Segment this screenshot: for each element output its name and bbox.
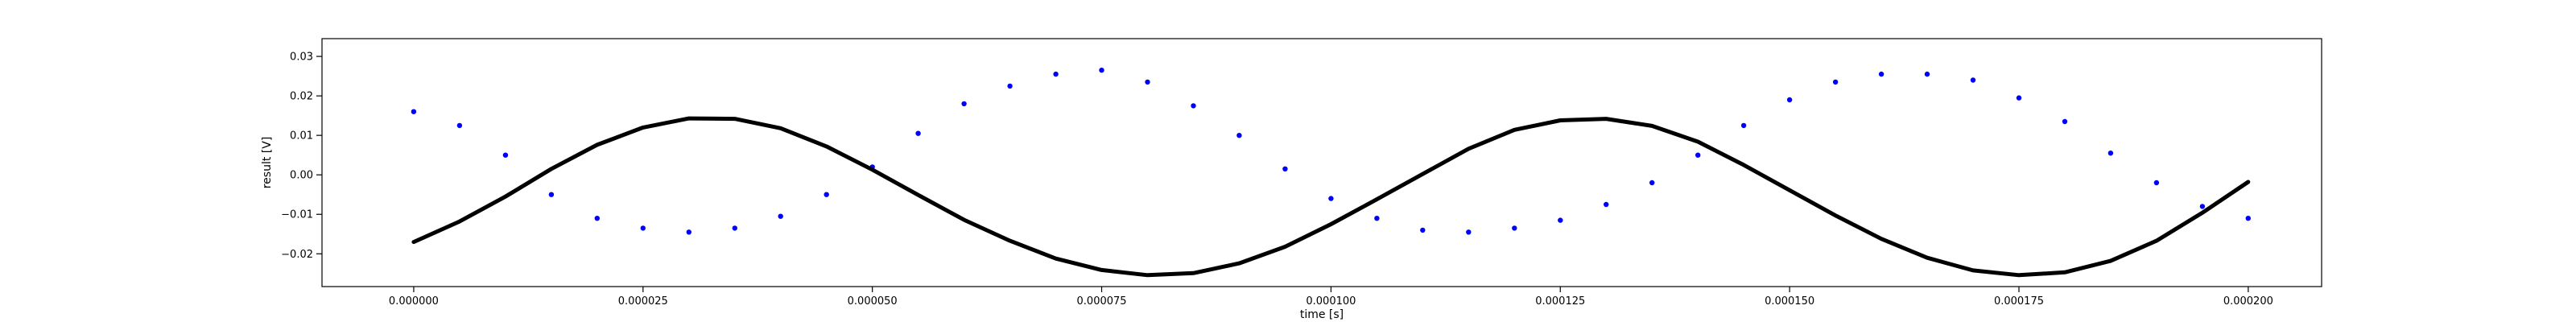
series-0-point [2062, 118, 2068, 125]
plot-background [322, 39, 2322, 287]
x-tick-label: 0.000000 [389, 295, 439, 308]
series-0-point [1786, 97, 1793, 103]
series-0-point [1604, 201, 1609, 208]
series-0-point [456, 122, 463, 129]
series-0-point [1007, 83, 1013, 89]
y-tick-label: 0.00 [290, 170, 313, 182]
x-tick-label: 0.000150 [1765, 295, 1814, 308]
series-0-point [732, 225, 737, 231]
series-0-point [1328, 196, 1334, 201]
y-tick-label: 0.01 [290, 130, 313, 142]
series-0-point [2245, 216, 2251, 221]
series-0-point [411, 109, 417, 114]
x-tick-label: 0.000025 [618, 295, 668, 308]
series-layer [411, 68, 2251, 278]
x-tick-label: 0.000125 [1535, 295, 1585, 308]
x-tick-label: 0.000175 [1994, 295, 2044, 308]
series-0-point [2153, 180, 2160, 186]
y-tick-label: 0.02 [290, 91, 313, 103]
series-0-point [502, 152, 509, 158]
series-0-point [1970, 77, 1976, 83]
plot-frame [321, 38, 2322, 287]
series-0-point [1740, 122, 1747, 129]
series-0-point [915, 130, 921, 136]
series-0-point [1236, 133, 1242, 138]
series-0-point [1420, 227, 1426, 233]
y-tick-label: 0.03 [290, 52, 313, 64]
series-0-point [1878, 71, 1885, 77]
series-0-point [1374, 216, 1380, 221]
series-0-point [1924, 71, 1930, 77]
y-tick-label: −0.01 [281, 209, 313, 221]
series-0-point [1282, 166, 1288, 171]
series-0-point [1695, 152, 1701, 158]
series-0-point [961, 101, 967, 107]
x-tick-label: 0.000100 [1306, 295, 1356, 308]
series-0-point [686, 229, 691, 235]
series-0-point [548, 192, 555, 197]
series-0-point [1191, 103, 1196, 109]
series-0-point [1099, 68, 1104, 73]
series-0-point [1145, 79, 1150, 85]
series-0-point [824, 192, 829, 197]
series-0-point [1053, 71, 1059, 77]
x-axis-label: time [s] [1300, 308, 1344, 321]
series-0-point [2199, 204, 2206, 209]
y-tick-label: −0.02 [281, 249, 313, 261]
series-0-point [778, 213, 783, 219]
series-0-point [1832, 79, 1839, 85]
x-tick-label: 0.000075 [1077, 295, 1127, 308]
series-0-point [1466, 229, 1472, 235]
series-0-point [594, 216, 600, 221]
ticks-layer: 0.000000 0.000025 0.000050 0.000075 0.000100… [281, 52, 2273, 308]
series-0-point [2107, 151, 2114, 156]
y-axis-label: result [V] [261, 137, 274, 189]
series-0-point [1558, 217, 1563, 223]
series-0-point [640, 225, 646, 231]
series-0-point [1649, 180, 1655, 186]
x-tick-label: 0.000200 [2223, 295, 2273, 308]
series-1-line [411, 116, 2251, 278]
x-tick-label: 0.000050 [848, 295, 898, 308]
series-0-point [2016, 95, 2022, 101]
series-0-point [1512, 225, 1517, 231]
